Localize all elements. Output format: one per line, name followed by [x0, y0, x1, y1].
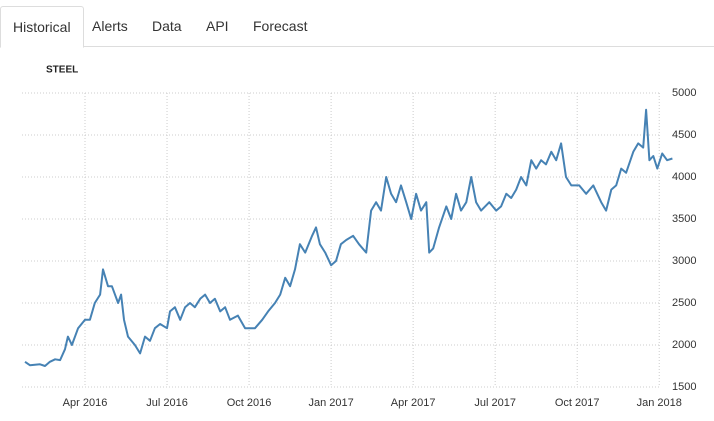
x-tick-label: Jan 2017	[308, 397, 353, 409]
y-tick-label: 3500	[672, 213, 696, 225]
tab-bar: Historical Alerts Data API Forecast	[0, 0, 714, 48]
chart-title: STEEL	[46, 65, 78, 76]
x-tick-label: Oct 2017	[555, 397, 600, 409]
x-tick-label: Apr 2016	[63, 397, 108, 409]
y-tick-label: 2000	[672, 339, 696, 351]
x-tick-label: Apr 2017	[391, 397, 436, 409]
line	[24, 108, 673, 367]
y-tick-label: 2500	[672, 297, 696, 309]
x-tick-label: Jan 2018	[637, 397, 682, 409]
tab[interactable]: API	[206, 18, 229, 34]
tab[interactable]: Forecast	[253, 18, 308, 34]
x-tick-label: Jul 2017	[474, 397, 516, 409]
x-tick-label: Oct 2016	[227, 397, 272, 409]
tab[interactable]: Data	[152, 18, 182, 34]
tab[interactable]: Historical	[0, 6, 84, 48]
y-tick-label: 1500	[672, 381, 696, 393]
y-tick-label: 5000	[672, 87, 696, 99]
tab[interactable]: Alerts	[92, 18, 128, 34]
x-tick-label: Jul 2016	[146, 397, 188, 409]
y-tick-label: 4500	[672, 129, 696, 141]
y-tick-label: 3000	[672, 255, 696, 267]
y-tick-label: 4000	[672, 171, 696, 183]
